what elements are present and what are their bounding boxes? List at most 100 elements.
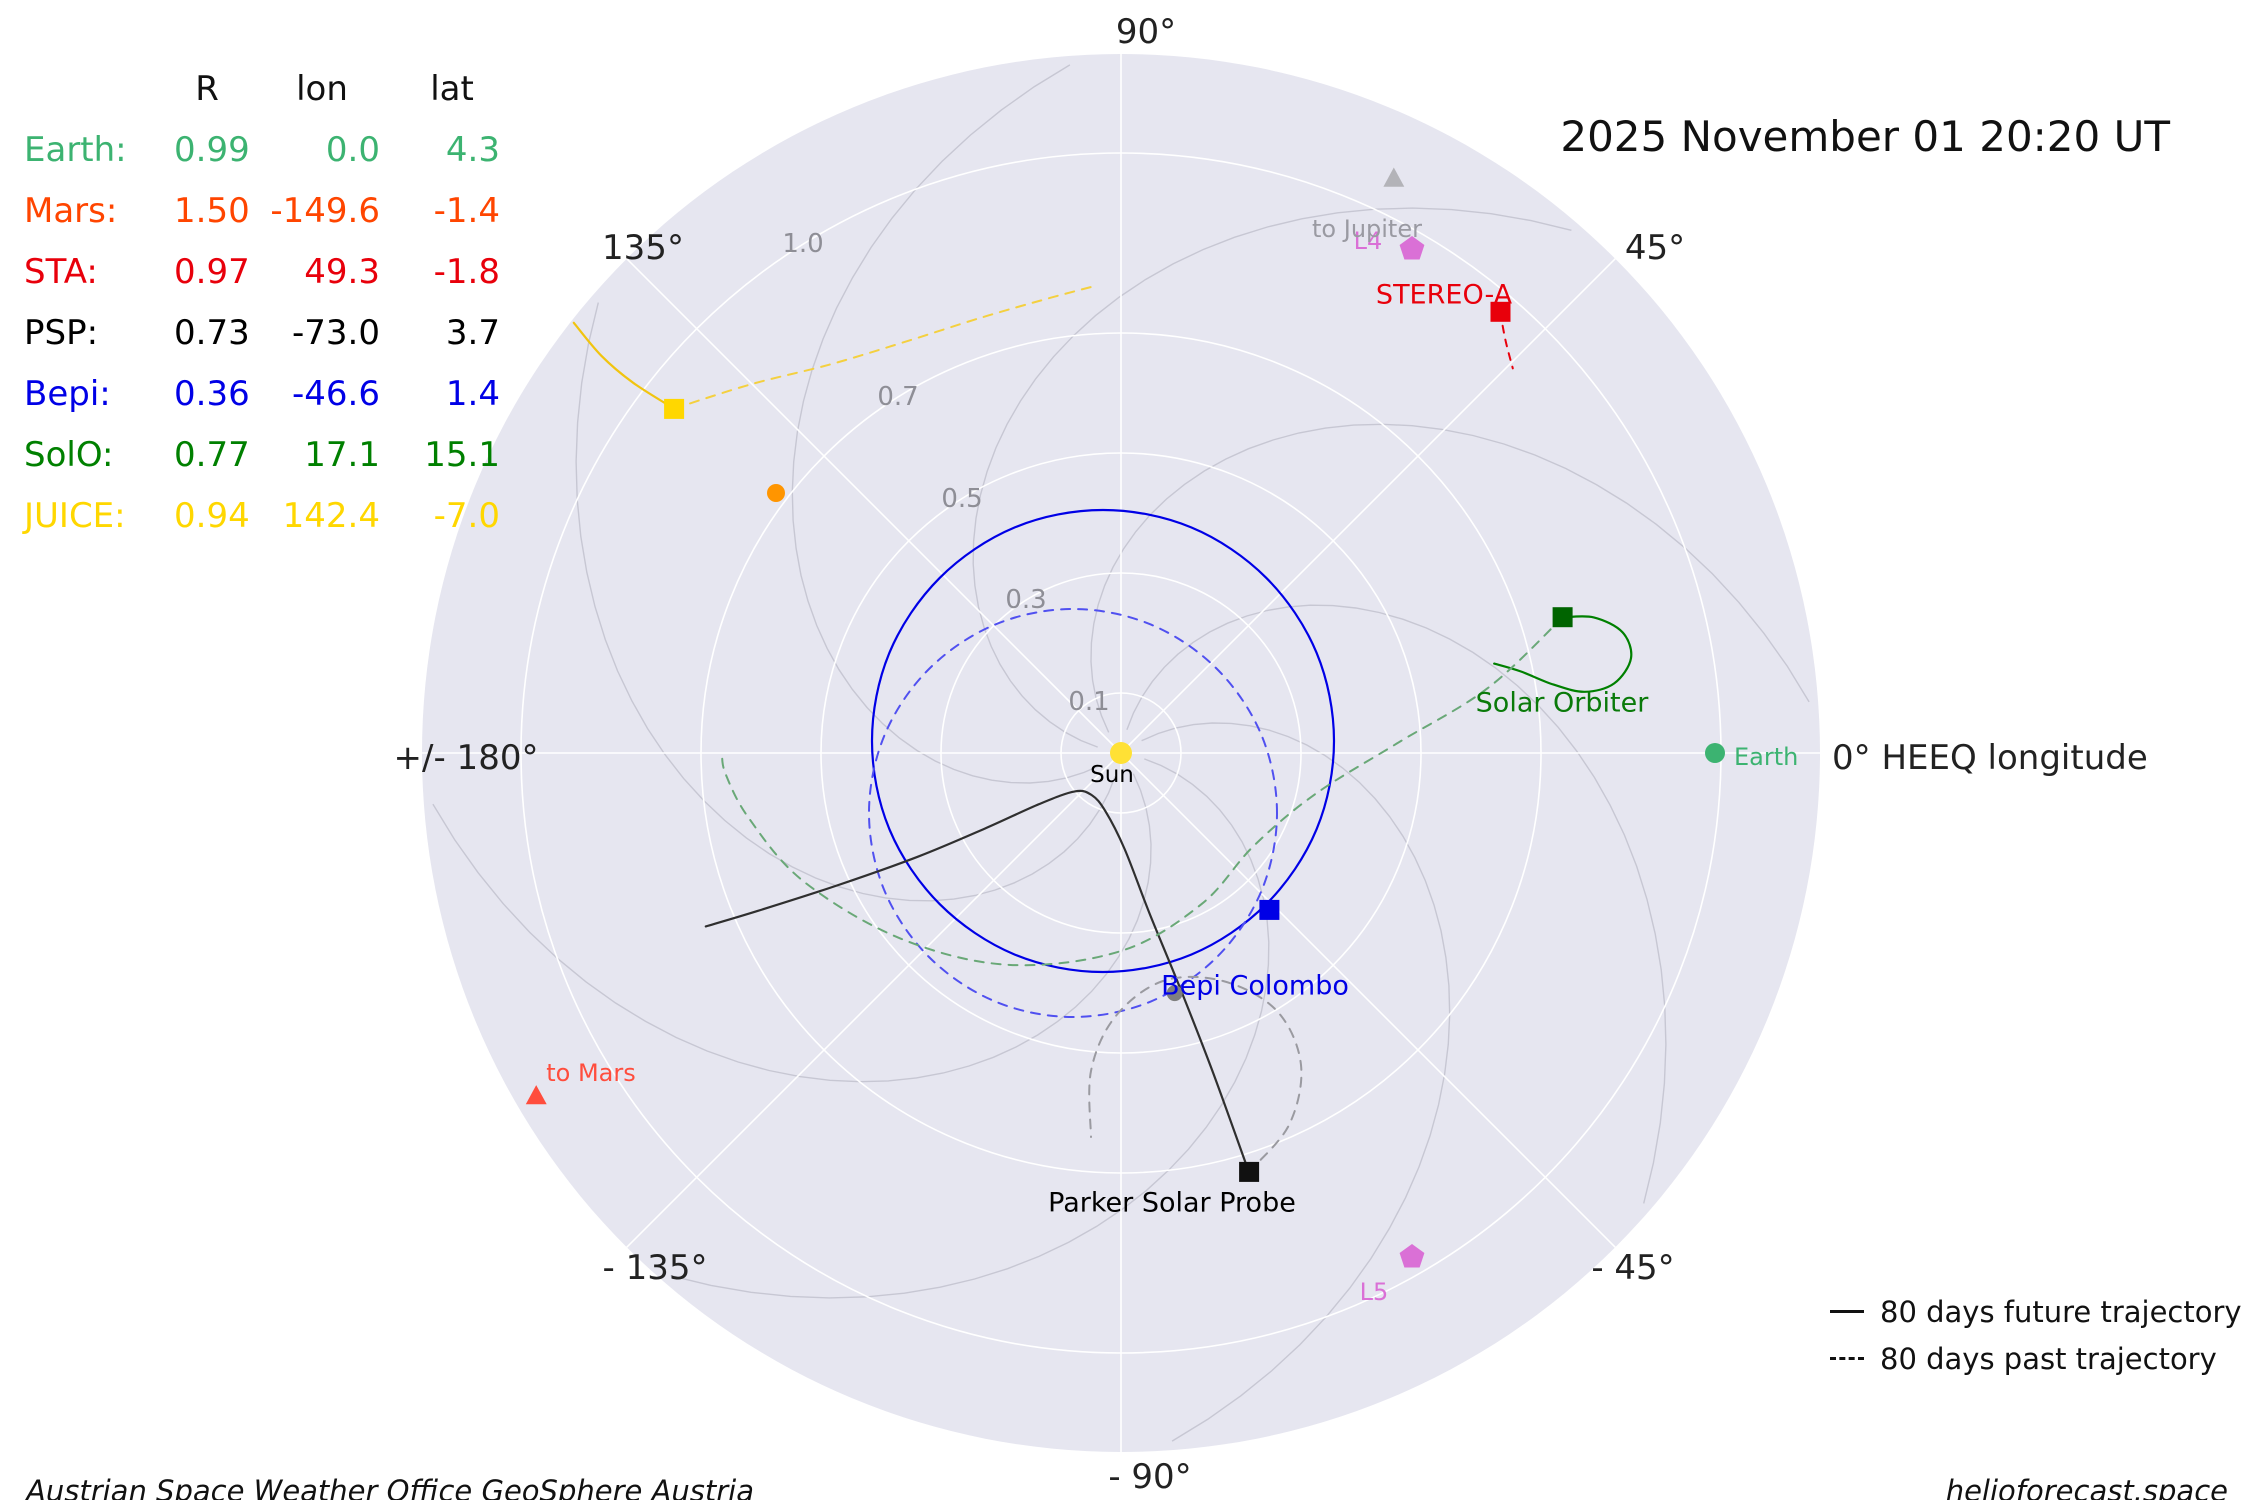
footer-website: helioforecast.space (1945, 1474, 2228, 1500)
sun-label: Sun (1090, 762, 1134, 788)
legend-past-row: 80 days past trajectory (1830, 1335, 2242, 1382)
row-lat: 4.3 (445, 129, 500, 170)
solar-orbiter-future-trajectory (1493, 615, 1633, 693)
grid-spoke (626, 258, 1122, 754)
row-lat: -1.4 (433, 190, 500, 231)
juice-marker (664, 398, 685, 419)
parker-spiral (670, 758, 1270, 1299)
theta-label-m45: - 45° (1591, 1248, 1675, 1288)
bepi-future-trajectory (870, 508, 1336, 974)
grid-spoke (1120, 752, 1616, 1248)
mercury-marker (1166, 985, 1183, 1002)
theta-label-m90: - 90° (1108, 1457, 1192, 1497)
table-header-row: R lon lat (24, 58, 524, 119)
earth-marker (1705, 743, 1725, 763)
theta-label-45: 45° (1624, 228, 1686, 268)
row-label: Earth: (24, 129, 127, 170)
l4-label: L4 (1353, 227, 1383, 255)
to-jupiter-marker (1383, 167, 1405, 187)
to-mars-marker (525, 1085, 547, 1105)
theta-label-m135: - 135° (602, 1248, 708, 1288)
bepi-colombo-marker (1259, 899, 1280, 920)
table-row-solo: SolO: 0.77 17.1 15.1 (24, 424, 524, 485)
row-lon: 49.3 (304, 251, 380, 292)
radial-tick-1-0: 1.0 (782, 229, 824, 259)
legend-past-label: 80 days past trajectory (1880, 1341, 2217, 1376)
row-label: STA: (24, 251, 98, 292)
page-title: 2025 November 01 20:20 UT (1560, 112, 2170, 161)
row-lat: -1.8 (433, 251, 500, 292)
row-lat: 1.4 (445, 373, 500, 414)
row-lon: -46.6 (292, 373, 380, 414)
radial-tick-0-1: 0.1 (1068, 687, 1110, 717)
radial-tick-0-7: 0.7 (877, 382, 919, 412)
table-row-sta: STA: 0.97 49.3 -1.8 (24, 241, 524, 302)
solar-orbiter-label: Solar Orbiter (1475, 687, 1649, 719)
trajectory-legend: 80 days future trajectory 80 days past t… (1830, 1288, 2242, 1382)
row-r: 1.50 (174, 190, 250, 231)
row-label: Mars: (24, 190, 118, 231)
row-label: SolO: (24, 434, 114, 475)
juice-past-trajectory (673, 284, 1098, 410)
sun-marker (1110, 742, 1132, 764)
grid-spoke (1120, 258, 1616, 754)
stereo-a-label: STEREO-A (1375, 279, 1513, 311)
radial-tick-0-5: 0.5 (941, 484, 983, 514)
earth-label: Earth (1734, 743, 1799, 771)
row-lat: 3.7 (445, 312, 500, 353)
grid-spoke (626, 752, 1122, 1248)
row-lon: 17.1 (304, 434, 380, 475)
row-label: PSP: (24, 312, 99, 353)
table-header-lon: lon (296, 68, 348, 109)
parker-solar-probe-marker (1239, 1161, 1260, 1182)
row-lat: 15.1 (424, 434, 500, 475)
row-r: 0.73 (174, 312, 250, 353)
row-label: Bepi: (24, 373, 111, 414)
theta-label-0-heeq: 0° HEEQ longitude (1832, 738, 2148, 778)
row-label: JUICE: (24, 495, 126, 536)
l4-marker (1399, 236, 1425, 260)
bepi-colombo-label: Bepi Colombo (1161, 970, 1349, 1002)
juice-future-trajectory (572, 321, 676, 410)
l5-marker (1399, 1244, 1425, 1268)
parker-spiral (972, 207, 1572, 748)
solid-line-icon (1830, 1310, 1864, 1313)
parker-spiral (1126, 604, 1667, 1204)
theta-label-135: 135° (602, 228, 684, 268)
row-lon: -73.0 (292, 312, 380, 353)
parker-solar-probe-label: Parker Solar Probe (1048, 1187, 1296, 1219)
row-lat: -7.0 (433, 495, 500, 536)
footer-credit: Austrian Space Weather Office GeoSphere … (26, 1474, 755, 1500)
legend-future-label: 80 days future trajectory (1880, 1294, 2242, 1329)
solar-orbiter-marker (1552, 607, 1573, 628)
solar-orbiter-past-trajectory (721, 616, 1564, 967)
parker-spiral (432, 773, 1152, 1083)
row-r: 0.97 (174, 251, 250, 292)
row-lon: 0.0 (325, 129, 380, 170)
to-jupiter-label: to Jupiter (1312, 215, 1422, 243)
table-header-r: R (195, 68, 219, 109)
table-row-juice: JUICE: 0.94 142.4 -7.0 (24, 485, 524, 546)
parker-spiral (791, 64, 1101, 784)
dashed-line-icon (1830, 1357, 1864, 1360)
parker-spiral (1090, 423, 1810, 733)
table-row-mars: Mars: 1.50 -149.6 -1.4 (24, 180, 524, 241)
row-r: 0.99 (174, 129, 250, 170)
table-row-bepi: Bepi: 0.36 -46.6 1.4 (24, 363, 524, 424)
table-row-psp: PSP: 0.73 -73.0 3.7 (24, 302, 524, 363)
position-table: R lon lat Earth: 0.99 0.0 4.3 Mars: 1.50… (24, 58, 524, 546)
row-lon: -149.6 (270, 190, 380, 231)
table-header-lat: lat (430, 68, 474, 109)
theta-label-180: +/- 180° (393, 738, 539, 778)
radial-tick-0-3: 0.3 (1005, 585, 1047, 615)
legend-future-row: 80 days future trajectory (1830, 1288, 2242, 1335)
row-r: 0.36 (174, 373, 250, 414)
theta-label-90: 90° (1115, 12, 1177, 52)
parker-spiral (1141, 722, 1451, 1442)
row-r: 0.94 (174, 495, 250, 536)
to-mars-label: to Mars (546, 1059, 636, 1087)
row-r: 0.77 (174, 434, 250, 475)
row-lon: 142.4 (282, 495, 380, 536)
